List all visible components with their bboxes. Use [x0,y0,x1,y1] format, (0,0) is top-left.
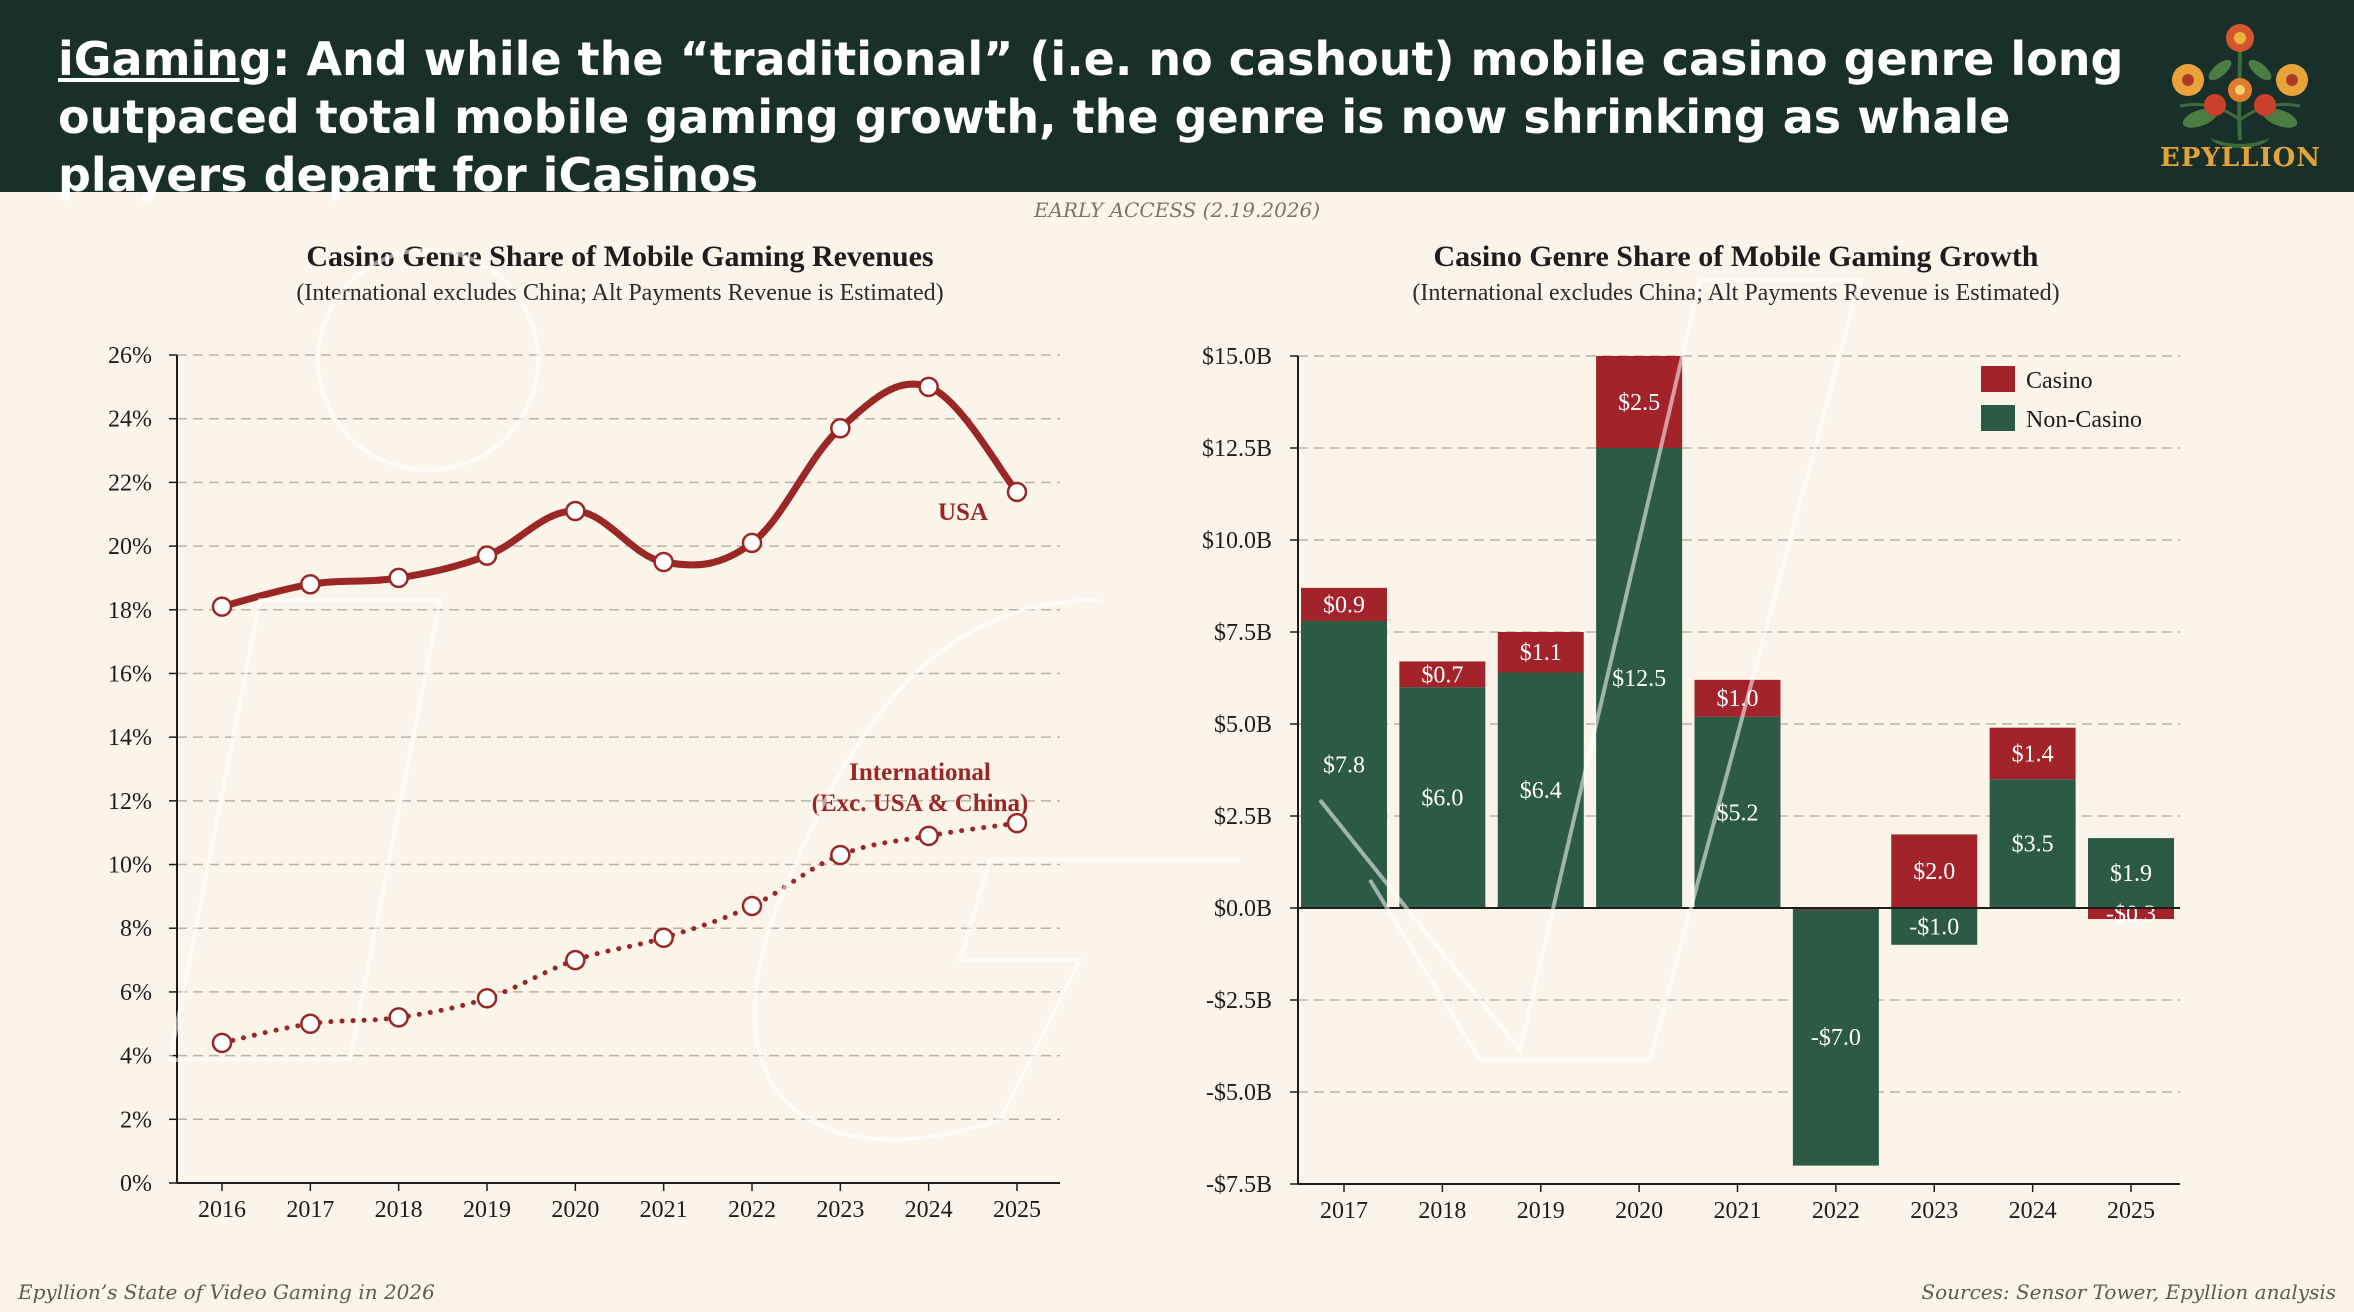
non-casino-bar [2088,838,2174,908]
x-tick-label: 2019 [463,1197,511,1223]
x-tick-label: 2016 [198,1197,246,1223]
usa-data-point [653,551,674,573]
x-tick-label: 2019 [1517,1198,1565,1224]
y-tick-label: -$5.0B [1206,1080,1272,1106]
usa-data-point [565,500,586,522]
usa-series-line [218,380,1021,611]
y-tick-label: 24% [108,407,152,433]
usa-data-point [300,574,321,595]
non-casino-value-label: $12.5 [1612,666,1666,692]
casino-value-label: $2.5 [1618,390,1660,416]
x-tick-label: 2025 [2107,1198,2155,1224]
y-tick-label: 20% [108,534,152,560]
legend-casino-label: Casino [2026,368,2093,394]
non-casino-value-label: -$7.0 [1811,1025,1861,1051]
y-tick-label: 26% [108,343,152,369]
x-tick-label: 2024 [2009,1198,2057,1224]
legend-casino-swatch [1981,366,2015,392]
casino-value-label: $1.0 [1717,686,1759,712]
legend-non-casino-swatch [1981,405,2015,431]
y-tick-label: $0.0B [1214,896,1272,922]
casino-bar [1891,834,1978,908]
x-tick-label: 2020 [551,1197,599,1223]
y-tick-label: 6% [120,980,152,1006]
x-tick-label: 2021 [1714,1198,1762,1224]
casino-value-label: $0.7 [1421,662,1463,688]
x-tick-label: 2023 [1910,1198,1958,1224]
headline-text: : And while the “traditional” (i.e. no c… [58,32,2124,202]
headline-keyword: iGaming [58,32,272,86]
non-casino-value-label: $1.9 [2110,861,2152,887]
non-casino-value-label: -$1.0 [1909,914,1959,940]
non-casino-bar [1891,908,1978,945]
x-tick-label: 2023 [816,1197,864,1223]
y-tick-label: 16% [108,661,152,687]
y-tick-label: -$7.5B [1206,1172,1272,1198]
usa-data-point [741,532,763,554]
y-tick-label: 4% [120,1044,152,1070]
non-casino-value-label: $7.8 [1323,752,1365,778]
logo-wordmark: EPYLLION [2160,143,2322,173]
legend-non-casino-label: Non-Casino [2026,407,2142,433]
international-data-point [476,988,498,1009]
casino-value-label: $2.0 [1913,859,1955,885]
non-casino-value-label: $3.5 [2012,832,2054,858]
x-tick-label: 2018 [375,1197,423,1223]
footer-sources: Sources: Sensor Tower, Epyllion analysis [1921,1280,2336,1304]
y-tick-label: $15.0B [1202,344,1272,370]
x-tick-label: 2018 [1418,1198,1466,1224]
headline: iGaming: And while the “traditional” (i.… [58,30,2188,204]
y-tick-label: 2% [120,1107,152,1133]
casino-value-label: $0.9 [1323,592,1365,618]
usa-data-point [918,376,939,398]
y-tick-label: $12.5B [1202,436,1272,462]
y-tick-label: $5.0B [1214,712,1272,738]
y-tick-label: 0% [120,1171,152,1197]
x-tick-label: 2021 [640,1197,688,1223]
y-tick-label: 22% [108,470,152,496]
y-tick-label: 18% [108,598,152,624]
non-casino-value-label: $6.4 [1520,778,1562,804]
usa-series-label: USA [938,499,988,526]
x-tick-label: 2022 [1812,1198,1860,1224]
y-tick-label: $7.5B [1214,620,1272,646]
casino-bar [1989,727,2076,780]
header-banner [0,0,2354,192]
usa-data-point [388,567,409,589]
non-casino-bar [1989,779,2076,908]
x-tick-label: 2017 [286,1197,334,1223]
usa-data-point [476,545,498,566]
y-tick-label: $10.0B [1202,528,1272,554]
y-tick-label: 10% [108,853,152,879]
casino-value-label: $1.4 [2012,741,2054,767]
non-casino-value-label: $5.2 [1717,800,1759,826]
y-tick-label: $2.5B [1214,804,1272,830]
early-access-label: EARLY ACCESS (2.19.2026) [1033,198,1321,222]
usa-data-point [1006,481,1028,503]
international-data-point [565,949,586,971]
x-tick-label: 2024 [905,1197,953,1223]
x-tick-label: 2022 [728,1197,776,1223]
y-tick-label: -$2.5B [1206,988,1272,1014]
epyllion-flower-logo-icon [2172,24,2308,148]
y-tick-label: 8% [120,916,152,942]
y-tick-label: 14% [108,725,152,751]
x-tick-label: 2025 [993,1197,1041,1223]
casino-value-label: $1.1 [1520,640,1562,666]
casino-value-label: -$0.3 [2106,902,2156,928]
footer-publication: Epyllion’s State of Video Gaming in 2026 [18,1280,435,1304]
right-chart-title: Casino Genre Share of Mobile Gaming Grow… [1433,240,2039,273]
x-tick-label: 2017 [1320,1198,1368,1224]
y-tick-label: 12% [108,789,152,815]
international-data-point [653,927,674,949]
x-tick-label: 2020 [1615,1198,1663,1224]
usa-data-point [830,417,851,439]
casino-bar [2088,908,2174,920]
non-casino-value-label: $6.0 [1421,786,1463,812]
